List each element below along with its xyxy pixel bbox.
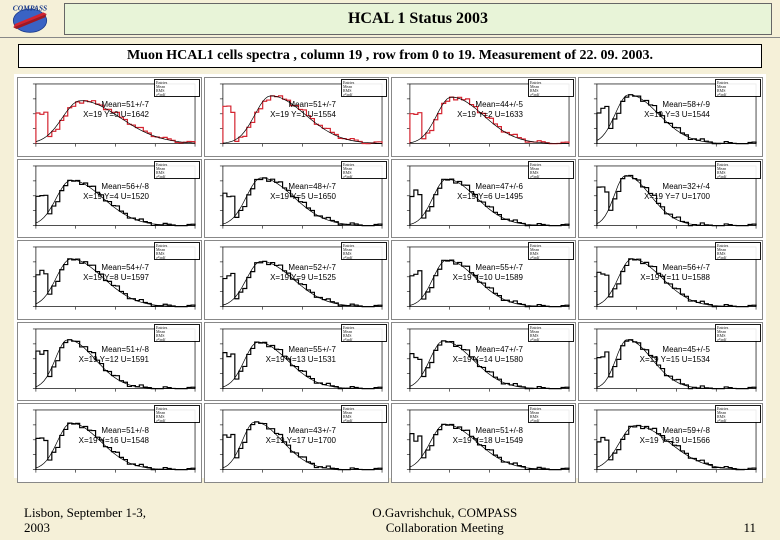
mean-label: Mean=56+/-7 [662, 263, 710, 272]
footer-page: 11 [743, 520, 756, 536]
stat-box: EntriesMeanRMSχ²/ndf [341, 242, 387, 260]
xyu-label: X=19 Y=17 U=1700 [266, 436, 336, 445]
spectrum-cell: EntriesMeanRMSχ²/ndf Mean=48+/-7 X=19 Y=… [204, 159, 389, 239]
stat-box: EntriesMeanRMSχ²/ndf [715, 79, 761, 97]
mean-label: Mean=55+/-7 [475, 263, 523, 272]
mean-label: Mean=51+/-8 [101, 426, 149, 435]
stat-box: EntriesMeanRMSχ²/ndf [528, 79, 574, 97]
footer-left: Lisbon, September 1-3, 2003 [24, 505, 146, 536]
stat-box: EntriesMeanRMSχ²/ndf [528, 324, 574, 342]
mean-label: Mean=51+/-7 [101, 100, 149, 109]
spectrum-cell: EntriesMeanRMSχ²/ndf Mean=56+/-8 X=19 Y=… [17, 159, 202, 239]
spectrum-cell: EntriesMeanRMSχ²/ndf Mean=47+/-7 X=19 Y=… [391, 322, 576, 402]
xyu-label: X=19 Y=13 U=1531 [266, 355, 336, 364]
mean-label: Mean=51+/-8 [475, 426, 523, 435]
stat-box: EntriesMeanRMSχ²/ndf [715, 405, 761, 423]
stat-box: EntriesMeanRMSχ²/ndf [154, 242, 200, 260]
mean-label: Mean=59+/-8 [662, 426, 710, 435]
xyu-label: X=19 Y=6 U=1495 [457, 192, 523, 201]
footer-center-1: O.Gavrishchuk, COMPASS [372, 505, 517, 520]
spectrum-cell: EntriesMeanRMSχ²/ndf Mean=32+/-4 X=19 Y=… [578, 159, 763, 239]
stat-box: EntriesMeanRMSχ²/ndf [341, 161, 387, 179]
xyu-label: X=19 Y=0 U=1642 [83, 110, 149, 119]
xyu-label: X=19 Y=15 U=1534 [640, 355, 710, 364]
spectrum-cell: EntriesMeanRMSχ²/ndf Mean=51+/-7 X=19 Y=… [204, 77, 389, 157]
stat-box: EntriesMeanRMSχ²/ndf [528, 242, 574, 260]
stat-box: EntriesMeanRMSχ²/ndf [154, 79, 200, 97]
spectrum-cell: EntriesMeanRMSχ²/ndf Mean=51+/-8 X=19 Y=… [391, 403, 576, 483]
spectrum-cell: EntriesMeanRMSχ²/ndf Mean=51+/-8 X=19 Y=… [17, 322, 202, 402]
stat-box: EntriesMeanRMSχ²/ndf [154, 405, 200, 423]
mean-label: Mean=56+/-8 [101, 182, 149, 191]
stat-box: EntriesMeanRMSχ²/ndf [341, 405, 387, 423]
compass-logo: COMPASS [0, 1, 60, 37]
xyu-label: X=19 Y=4 U=1520 [83, 192, 149, 201]
xyu-label: X=19 Y=18 U=1549 [453, 436, 523, 445]
xyu-label: X=19 Y=1 U=1554 [270, 110, 336, 119]
mean-label: Mean=48+/-7 [288, 182, 336, 191]
xyu-label: X=19 Y=12 U=1591 [79, 355, 149, 364]
stat-box: EntriesMeanRMSχ²/ndf [528, 405, 574, 423]
mean-label: Mean=52+/-7 [288, 263, 336, 272]
footer: Lisbon, September 1-3, 2003 O.Gavrishchu… [0, 505, 780, 536]
chart-grid: EntriesMeanRMSχ²/ndf Mean=51+/-7 X=19 Y=… [17, 77, 763, 475]
spectrum-cell: EntriesMeanRMSχ²/ndf Mean=43+/-7 X=19 Y=… [204, 403, 389, 483]
mean-label: Mean=58+/-9 [662, 100, 710, 109]
stat-box: EntriesMeanRMSχ²/ndf [154, 161, 200, 179]
footer-left-2: 2003 [24, 520, 50, 535]
stat-box: EntriesMeanRMSχ²/ndf [154, 324, 200, 342]
mean-label: Mean=43+/-7 [288, 426, 336, 435]
spectrum-cell: EntriesMeanRMSχ²/ndf Mean=45+/-5 X=19 Y=… [578, 322, 763, 402]
xyu-label: X=19 Y=9 U=1525 [270, 273, 336, 282]
spectrum-cell: EntriesMeanRMSχ²/ndf Mean=59+/-8 X=19 Y=… [578, 403, 763, 483]
xyu-label: X=19 Y=5 U=1650 [270, 192, 336, 201]
spectrum-cell: EntriesMeanRMSχ²/ndf Mean=51+/-8 X=19 Y=… [17, 403, 202, 483]
stat-box: EntriesMeanRMSχ²/ndf [341, 324, 387, 342]
xyu-label: X=19 Y=8 U=1597 [83, 273, 149, 282]
stat-box: EntriesMeanRMSχ²/ndf [341, 79, 387, 97]
xyu-label: X=19 Y=11 U=1588 [640, 273, 710, 282]
slide: COMPASS HCAL 1 Status 2003 Muon HCAL1 ce… [0, 0, 780, 540]
spectrum-cell: EntriesMeanRMSχ²/ndf Mean=51+/-7 X=19 Y=… [17, 77, 202, 157]
mean-label: Mean=55+/-7 [288, 345, 336, 354]
spectrum-cell: EntriesMeanRMSχ²/ndf Mean=55+/-7 X=19 Y=… [204, 322, 389, 402]
spectrum-cell: EntriesMeanRMSχ²/ndf Mean=52+/-7 X=19 Y=… [204, 240, 389, 320]
footer-left-1: Lisbon, September 1-3, [24, 505, 146, 520]
spectrum-cell: EntriesMeanRMSχ²/ndf Mean=58+/-9 X=19 Y=… [578, 77, 763, 157]
page-title: HCAL 1 Status 2003 [64, 3, 772, 35]
mean-label: Mean=45+/-5 [662, 345, 710, 354]
xyu-label: X=19 Y=2 U=1633 [457, 110, 523, 119]
xyu-label: X=19 Y=19 U=1566 [640, 436, 710, 445]
mean-label: Mean=47+/-6 [475, 182, 523, 191]
xyu-label: X=19 Y=10 U=1589 [453, 273, 523, 282]
header: COMPASS HCAL 1 Status 2003 [0, 0, 780, 38]
mean-label: Mean=32+/-4 [662, 182, 710, 191]
chart-panel: EntriesMeanRMSχ²/ndf Mean=51+/-7 X=19 Y=… [14, 74, 766, 478]
mean-label: Mean=51+/-8 [101, 345, 149, 354]
subtitle: Muon HCAL1 cells spectra , column 19 , r… [18, 44, 762, 68]
mean-label: Mean=54+/-7 [101, 263, 149, 272]
stat-box: EntriesMeanRMSχ²/ndf [528, 161, 574, 179]
xyu-label: X=19 Y=16 U=1548 [79, 436, 149, 445]
spectrum-cell: EntriesMeanRMSχ²/ndf Mean=56+/-7 X=19 Y=… [578, 240, 763, 320]
xyu-label: X=19 Y=3 U=1544 [644, 110, 710, 119]
spectrum-cell: EntriesMeanRMSχ²/ndf Mean=47+/-6 X=19 Y=… [391, 159, 576, 239]
xyu-label: X=19 Y=7 U=1700 [644, 192, 710, 201]
stat-box: EntriesMeanRMSχ²/ndf [715, 161, 761, 179]
stat-box: EntriesMeanRMSχ²/ndf [715, 242, 761, 260]
mean-label: Mean=47+/-7 [475, 345, 523, 354]
stat-box: EntriesMeanRMSχ²/ndf [715, 324, 761, 342]
spectrum-cell: EntriesMeanRMSχ²/ndf Mean=44+/-5 X=19 Y=… [391, 77, 576, 157]
xyu-label: X=19 Y=14 U=1580 [453, 355, 523, 364]
footer-center-2: Collaboration Meeting [386, 520, 504, 535]
footer-center: O.Gavrishchuk, COMPASS Collaboration Mee… [372, 505, 517, 536]
mean-label: Mean=44+/-5 [475, 100, 523, 109]
spectrum-cell: EntriesMeanRMSχ²/ndf Mean=55+/-7 X=19 Y=… [391, 240, 576, 320]
logo-text: COMPASS [13, 3, 47, 12]
spectrum-cell: EntriesMeanRMSχ²/ndf Mean=54+/-7 X=19 Y=… [17, 240, 202, 320]
mean-label: Mean=51+/-7 [288, 100, 336, 109]
